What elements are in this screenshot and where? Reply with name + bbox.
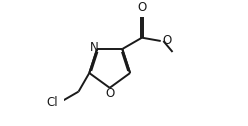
- Text: O: O: [162, 34, 171, 47]
- Text: O: O: [137, 1, 147, 14]
- Text: N: N: [90, 41, 98, 54]
- Text: Cl: Cl: [47, 96, 58, 109]
- Text: O: O: [105, 87, 114, 100]
